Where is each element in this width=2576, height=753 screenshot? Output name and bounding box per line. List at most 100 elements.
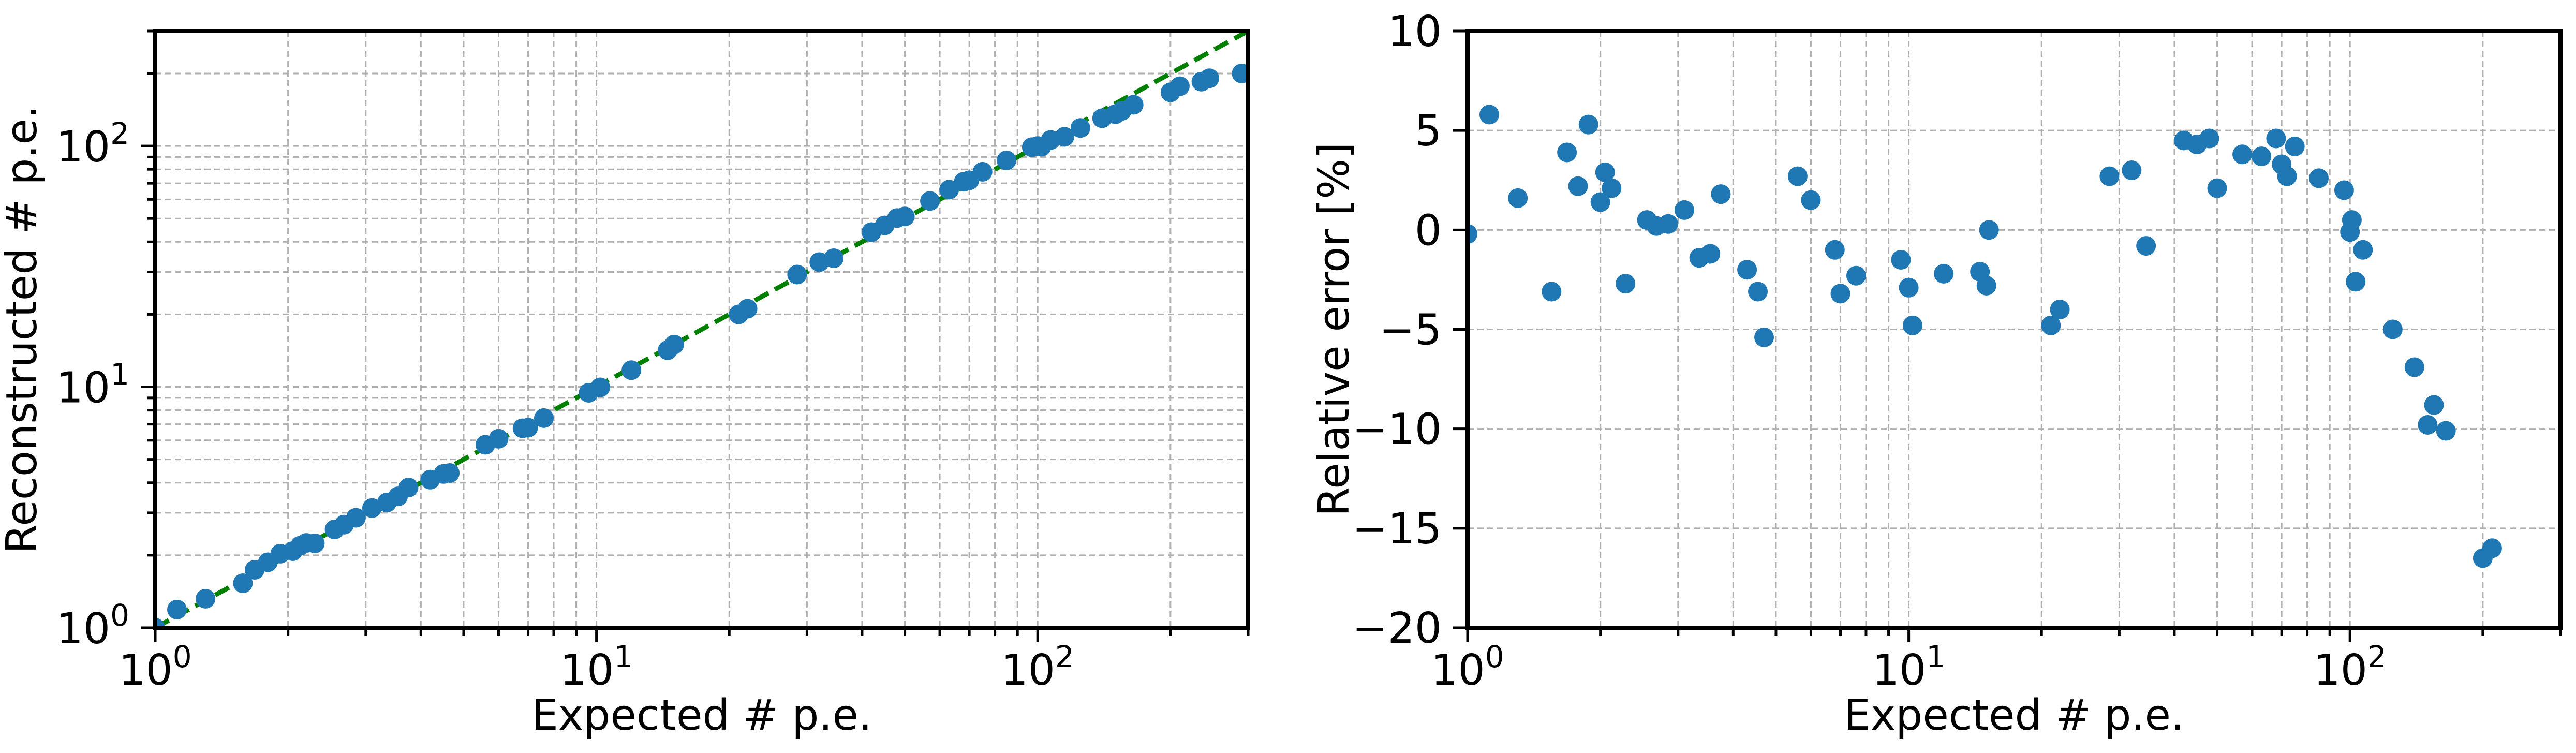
y-axis-label: Reconstructed # p.e.	[0, 105, 47, 554]
data-point	[590, 377, 610, 397]
data-point	[1479, 105, 1499, 125]
data-point	[1700, 244, 1721, 264]
y-tick-label: 0	[1415, 206, 1442, 255]
data-point	[1054, 127, 1074, 147]
data-point	[1979, 220, 1999, 240]
data-point	[1070, 118, 1090, 138]
left-panel-reconstructed-vs-expected: 100 101 102 100 101 102 Expected # p.e. Reconst…	[0, 29, 1250, 740]
data-point	[196, 588, 216, 609]
data-point	[1169, 76, 1190, 96]
data-point	[2436, 421, 2456, 441]
data-point	[155, 618, 165, 628]
data-point	[1902, 315, 1922, 335]
data-point	[346, 508, 366, 528]
y-tick-label: −15	[1352, 505, 1442, 554]
x-tick-label: 100	[119, 639, 191, 695]
data-point	[1976, 275, 1996, 296]
data-point	[1616, 274, 1636, 294]
data-point	[2346, 272, 2366, 292]
y-axis-label: Relative error [%]	[1310, 142, 1359, 516]
data-point	[1801, 190, 1821, 210]
data-point	[2382, 319, 2403, 339]
data-point	[2309, 168, 2329, 188]
y-tick-label: 5	[1415, 107, 1442, 156]
data-point	[1595, 162, 1615, 182]
y-tick-label: 10	[1388, 7, 1442, 56]
data-point	[440, 463, 460, 483]
data-point	[2418, 415, 2438, 435]
data-point	[1200, 68, 1220, 88]
data-point	[2252, 146, 2272, 167]
x-axis-label: Expected # p.e.	[531, 691, 872, 740]
right-panel-relative-error: 100 101 102 −20 −15 −10 −5 0 5 10 Expected # p.e. R…	[1310, 7, 2563, 740]
data-point	[362, 498, 382, 518]
data-points	[155, 63, 1248, 628]
data-point	[2050, 300, 2070, 320]
tick-marks	[141, 29, 1250, 642]
data-point	[2482, 538, 2502, 558]
data-point	[2353, 240, 2373, 260]
data-point	[1232, 63, 1248, 83]
data-point	[1934, 263, 1954, 284]
data-point	[1891, 249, 1911, 270]
axes-frame	[153, 29, 1250, 630]
data-point	[398, 478, 419, 498]
data-point	[939, 180, 959, 200]
data-point	[2207, 178, 2227, 198]
tick-marks	[1453, 29, 2562, 642]
data-points	[1468, 105, 2502, 568]
data-point	[518, 418, 538, 438]
data-point	[824, 248, 844, 268]
data-point	[2232, 144, 2253, 165]
data-point	[787, 264, 807, 285]
data-point	[1557, 142, 1577, 163]
data-point	[1468, 224, 1477, 244]
x-tick-label: 100	[1431, 639, 1504, 695]
data-point	[1737, 260, 1757, 280]
data-point	[2041, 315, 2061, 335]
data-point	[621, 360, 642, 380]
data-point	[1602, 178, 1622, 198]
y-tick-label: 100	[56, 598, 129, 654]
data-point	[233, 573, 253, 594]
data-point	[2277, 166, 2297, 186]
data-point	[1787, 166, 1808, 186]
data-point	[664, 334, 684, 355]
x-tick-label: 101	[1872, 639, 1945, 695]
data-point	[1846, 265, 1866, 286]
x-tick-label: 102	[1001, 639, 1074, 695]
data-point	[1899, 277, 1919, 298]
data-point	[2334, 180, 2354, 200]
data-point	[2342, 210, 2362, 230]
data-point	[2285, 136, 2305, 156]
x-tick-label: 101	[560, 639, 633, 695]
data-point	[1830, 284, 1850, 304]
data-point	[997, 150, 1017, 170]
data-point	[305, 533, 325, 553]
x-tick-label: 102	[2314, 639, 2387, 695]
y-tick-label: 101	[56, 357, 129, 413]
data-point	[1508, 188, 1528, 208]
data-point	[1658, 214, 1678, 234]
grid	[154, 30, 1249, 629]
data-point	[2266, 128, 2286, 149]
data-point	[2404, 357, 2424, 377]
data-point	[2122, 160, 2142, 181]
data-point	[2136, 236, 2156, 256]
data-point	[1590, 192, 1610, 212]
data-point	[1568, 176, 1588, 196]
data-point	[1825, 240, 1845, 260]
data-point	[1578, 114, 1598, 135]
data-point	[1711, 184, 1731, 204]
data-point	[488, 429, 509, 449]
x-axis-label: Expected # p.e.	[1844, 691, 2184, 740]
data-point	[737, 299, 758, 319]
data-point	[2099, 166, 2120, 186]
data-point	[2199, 128, 2219, 149]
y-tick-label: −10	[1352, 405, 1442, 454]
y-tick-label: −20	[1352, 604, 1442, 653]
data-point	[534, 408, 554, 428]
data-point	[972, 161, 993, 182]
data-point	[1754, 327, 1774, 347]
